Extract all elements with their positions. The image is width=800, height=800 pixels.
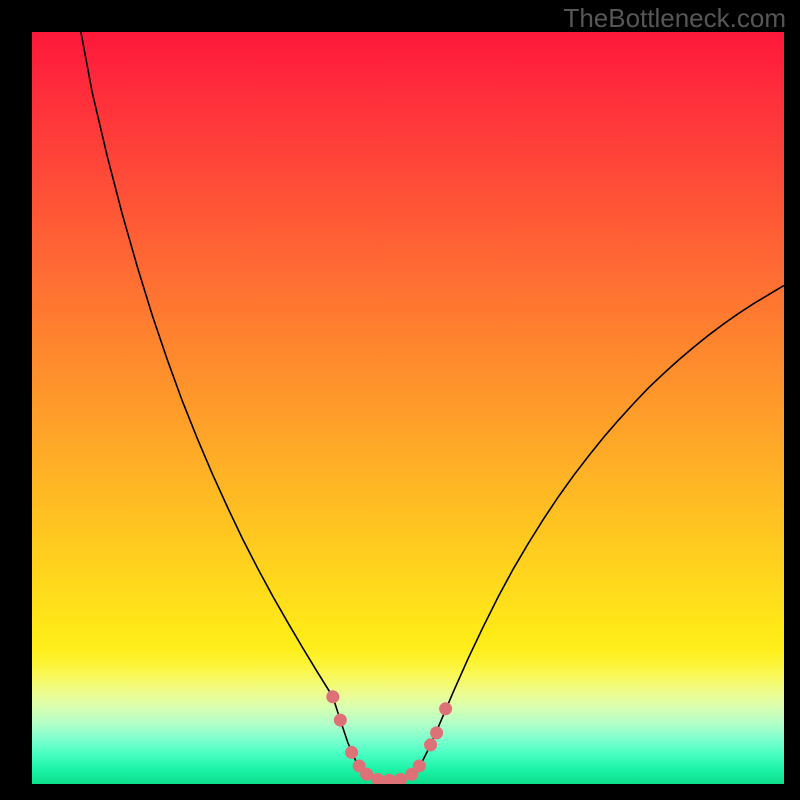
marker-dot [439, 702, 452, 715]
chart-canvas: TheBottleneck.com [0, 0, 800, 800]
watermark-text: TheBottleneck.com [563, 3, 786, 34]
gradient-background [32, 32, 784, 784]
marker-dot [326, 690, 339, 703]
marker-dot [413, 759, 426, 772]
marker-dot [345, 746, 358, 759]
marker-dot [430, 726, 443, 739]
marker-dot [360, 768, 373, 781]
marker-dot [424, 738, 437, 751]
plot-area [32, 32, 784, 784]
marker-dot [334, 714, 347, 727]
